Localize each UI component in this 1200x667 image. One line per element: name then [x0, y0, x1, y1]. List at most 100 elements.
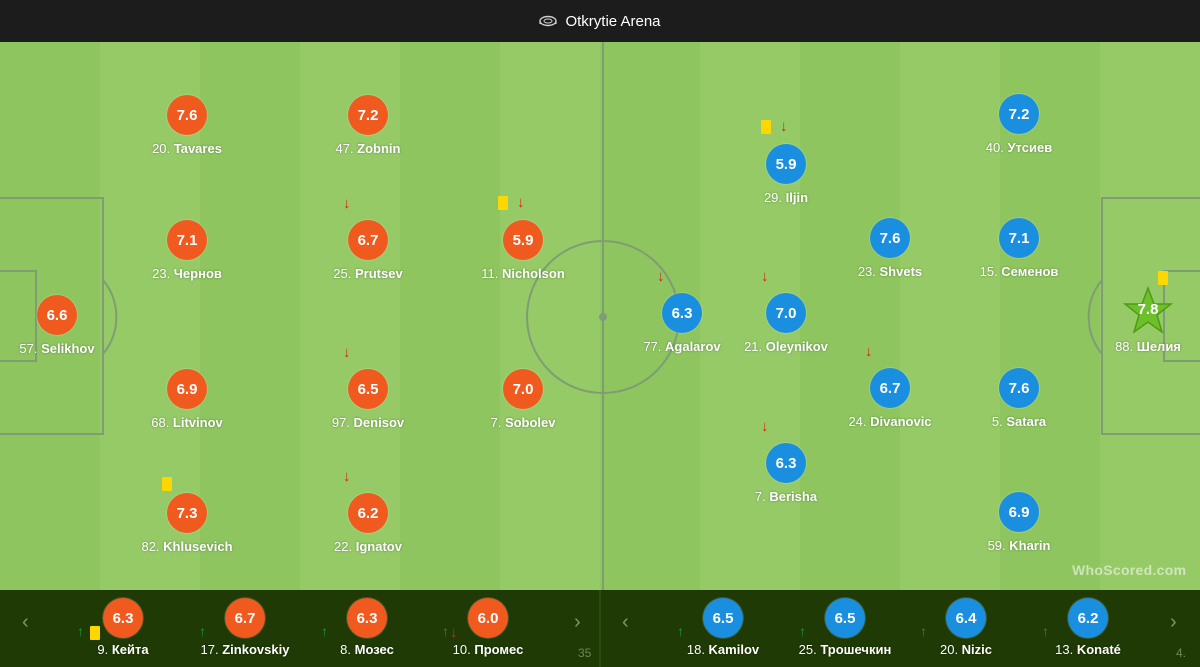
- player-rating[interactable]: 7.0: [503, 369, 543, 409]
- player-rating[interactable]: 7.1: [999, 218, 1039, 258]
- shirt-number: 10.: [452, 642, 475, 657]
- player-surname: Трошечкин: [820, 642, 892, 657]
- player-rating[interactable]: 6.2: [348, 493, 388, 533]
- player-rating[interactable]: 6.3: [662, 293, 702, 333]
- player-name[interactable]: 23. Shvets: [800, 264, 980, 279]
- stadium-icon: [539, 15, 558, 27]
- player-name[interactable]: 59. Kharin: [929, 538, 1109, 553]
- player-rating[interactable]: 6.5: [348, 369, 388, 409]
- player-name[interactable]: 7. Sobolev: [433, 415, 613, 430]
- player-name[interactable]: 68. Litvinov: [97, 415, 277, 430]
- player-name[interactable]: 10. Промес: [398, 642, 578, 657]
- player-rating[interactable]: 6.9: [999, 492, 1039, 532]
- player-rating[interactable]: 6.4: [946, 598, 986, 638]
- player-surname: Шелия: [1136, 339, 1181, 354]
- player-name[interactable]: 24. Divanovic: [800, 414, 980, 429]
- player-rating[interactable]: 6.2: [1068, 598, 1108, 638]
- player-rating[interactable]: 6.7: [225, 598, 265, 638]
- player-name[interactable]: 29. Iljin: [696, 190, 876, 205]
- player-rating[interactable]: 6.3: [347, 598, 387, 638]
- yellow-card-icon: [162, 477, 172, 491]
- player-rating[interactable]: 5.9: [503, 220, 543, 260]
- player-name[interactable]: 57. Selikhov: [0, 341, 147, 356]
- chevron-right-icon[interactable]: ›: [1170, 611, 1177, 633]
- player-rating[interactable]: 7.2: [348, 95, 388, 135]
- player-name[interactable]: 47. Zobnin: [278, 141, 458, 156]
- player-surname: Nizic: [961, 642, 993, 657]
- sub-in-arrow-icon: ↑: [1042, 623, 1049, 639]
- shirt-number: 5.: [991, 414, 1007, 429]
- player-name[interactable]: 18. Kamilov: [633, 642, 813, 657]
- shirt-number: 7.: [754, 489, 770, 504]
- shirt-number: 25.: [798, 642, 821, 657]
- player-rating[interactable]: 7.6: [870, 218, 910, 258]
- player-name[interactable]: 21. Oleynikov: [696, 339, 876, 354]
- sub-out-arrow-icon: ↓: [450, 624, 458, 641]
- player-name[interactable]: 20. Nizic: [876, 642, 1056, 657]
- player-name[interactable]: 22. Ignatov: [278, 539, 458, 554]
- yellow-card-icon: [498, 196, 508, 210]
- sub-out-arrow-icon: ↓: [761, 268, 769, 285]
- player-name[interactable]: 8. Мозес: [277, 642, 457, 657]
- player-rating[interactable]: 6.6: [37, 295, 77, 335]
- player-name[interactable]: 88. Шелия: [1058, 339, 1200, 354]
- player-name[interactable]: 97. Denisov: [278, 415, 458, 430]
- player-rating[interactable]: 6.3: [766, 443, 806, 483]
- player-name[interactable]: 23. Чернов: [97, 266, 277, 281]
- shirt-number: 40.: [985, 140, 1008, 155]
- sub-out-arrow-icon: ↓: [343, 195, 351, 212]
- sub-out-arrow-icon: ↓: [343, 468, 351, 485]
- yellow-card-icon: [1158, 271, 1168, 285]
- player-rating[interactable]: 7.6: [167, 95, 207, 135]
- chevron-left-icon[interactable]: ‹: [22, 611, 29, 633]
- player-name[interactable]: 7. Berisha: [696, 489, 876, 504]
- player-name[interactable]: 17. Zinkovskiy: [155, 642, 335, 657]
- player-rating[interactable]: 6.0: [468, 598, 508, 638]
- shirt-number: 22.: [334, 539, 356, 554]
- player-name[interactable]: 25. Трошечкин: [755, 642, 935, 657]
- player-name[interactable]: 11. Nicholson: [433, 266, 613, 281]
- shirt-number: 7.: [490, 415, 505, 430]
- player-name[interactable]: 82. Khlusevich: [97, 539, 277, 554]
- player-rating[interactable]: 6.5: [703, 598, 743, 638]
- player-rating[interactable]: 6.7: [870, 368, 910, 408]
- player-rating[interactable]: 6.9: [167, 369, 207, 409]
- player-name[interactable]: 5. Satara: [929, 414, 1109, 429]
- player-surname: Zobnin: [357, 141, 401, 156]
- shirt-number: 68.: [151, 415, 173, 430]
- player-rating[interactable]: 5.9: [766, 144, 806, 184]
- player-name[interactable]: 77. Agalarov: [592, 339, 772, 354]
- player-rating[interactable]: 7.2: [999, 94, 1039, 134]
- shirt-number: 13.: [1055, 642, 1077, 657]
- substitutes-bench: ‹ › ‹ › 35 4. 6.3 9. Кейта ↑ 6.7 17. Zinkovs…: [0, 590, 1200, 667]
- shirt-number: 24.: [848, 414, 871, 429]
- shirt-number: 9.: [97, 642, 112, 657]
- player-surname: Kamilov: [708, 642, 760, 657]
- sub-out-arrow-icon: ↓: [865, 343, 873, 360]
- whoscored-watermark: WhoScored.com: [1072, 562, 1187, 578]
- player-name[interactable]: 20. Tavares: [97, 141, 277, 156]
- player-rating[interactable]: 6.5: [825, 598, 865, 638]
- player-rating[interactable]: 6.3: [103, 598, 143, 638]
- yellow-card-icon: [761, 120, 771, 134]
- player-name[interactable]: 40. Утсиев: [929, 140, 1109, 155]
- player-rating[interactable]: 7.0: [766, 293, 806, 333]
- player-rating[interactable]: 7.1: [167, 220, 207, 260]
- sub-in-arrow-icon: ↑: [199, 623, 206, 639]
- truncated-player-away: 4.: [1176, 646, 1187, 660]
- shirt-number: 97.: [331, 415, 354, 430]
- player-rating[interactable]: 6.7: [348, 220, 388, 260]
- player-rating[interactable]: 7.3: [167, 493, 207, 533]
- player-surname: Zinkovskiy: [222, 642, 290, 657]
- venue-name: Otkrytie Arena: [565, 12, 661, 30]
- chevron-left-icon[interactable]: ‹: [622, 611, 629, 633]
- player-name[interactable]: 13. Konaté: [998, 642, 1178, 657]
- shirt-number: 57.: [19, 341, 42, 356]
- player-surname: Nicholson: [501, 266, 565, 281]
- player-name[interactable]: 25. Prutsev: [278, 266, 458, 281]
- chevron-right-icon[interactable]: ›: [574, 611, 581, 633]
- player-rating[interactable]: 7.6: [999, 368, 1039, 408]
- player-name[interactable]: 15. Семенов: [929, 264, 1109, 279]
- player-name[interactable]: 9. Кейта: [33, 642, 213, 657]
- bench-divider: [599, 590, 601, 667]
